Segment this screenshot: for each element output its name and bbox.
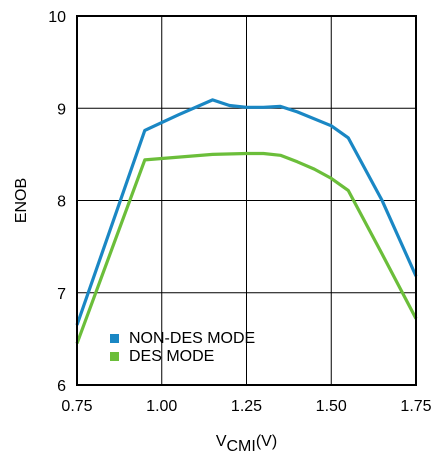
tick-labels: 0.75 1.00 1.25 1.50 1.75 6 7 8 9 10 [48,9,431,415]
y-tick-label: 7 [57,286,66,303]
x-tick-label: 1.75 [400,398,431,415]
legend-label: NON-DES MODE [129,330,255,347]
series-line-des-mode [75,151,418,345]
x-tick-label: 0.75 [61,398,92,415]
y-tick-label: 8 [57,194,66,211]
x-tick-label: 1.00 [146,398,177,415]
legend-swatch [110,352,119,361]
y-tick-label: 10 [48,9,66,26]
x-axis-title-main: V [216,433,227,450]
data-series [75,98,418,345]
x-axis-title-suffix: (V) [256,433,277,450]
y-tick-label: 9 [57,101,66,118]
x-axis-title-subscript: CMI [227,438,256,455]
y-tick-label: 6 [57,378,66,395]
y-axis-title: ENOB [13,178,30,223]
x-tick-label: 1.50 [316,398,347,415]
legend-swatch [110,334,119,343]
x-axis-title: VCMI(V) [216,433,277,455]
legend-label: DES MODE [129,348,214,365]
series-line-non-des-mode [75,98,418,326]
x-tick-label: 1.25 [231,398,262,415]
plot-frame [76,15,417,386]
